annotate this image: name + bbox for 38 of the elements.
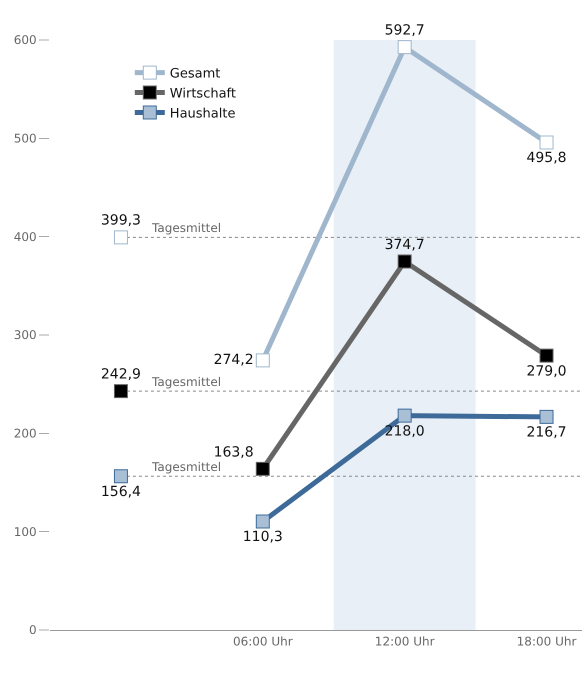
data-label: 218,0 xyxy=(384,423,425,440)
y-tick-label: 500 xyxy=(14,132,37,146)
point xyxy=(256,353,270,368)
point xyxy=(398,40,412,54)
ref-line-label: Tagesmittel xyxy=(151,460,222,474)
data-label: 216,7 xyxy=(526,424,567,441)
legend-label: Wirtschaft xyxy=(170,86,236,102)
data-label: 274,2 xyxy=(214,352,254,368)
data-label: 163,8 xyxy=(214,444,254,460)
point xyxy=(256,462,270,476)
point xyxy=(540,410,554,424)
data-label: 374,7 xyxy=(384,236,425,253)
point xyxy=(114,384,128,398)
data-label: 156,4 xyxy=(100,484,142,500)
data-label: 279,0 xyxy=(526,363,567,380)
data-label: 110,3 xyxy=(242,529,283,546)
y-tick-label: 400 xyxy=(14,230,37,244)
x-tick-label: 12:00 Uhr xyxy=(374,634,435,648)
point xyxy=(114,469,128,484)
data-label: 495,8 xyxy=(526,150,567,166)
legend-label: Haushalte xyxy=(170,106,236,122)
x-tick-label: 18:00 Uhr xyxy=(516,634,576,648)
ref-line-label: Tagesmittel xyxy=(151,221,222,235)
y-tick-label: 600 xyxy=(14,33,37,48)
legend-label: Gesamt xyxy=(170,66,220,82)
data-label: 592,7 xyxy=(384,22,425,39)
point xyxy=(256,514,270,529)
point xyxy=(398,408,412,423)
data-label: 242,9 xyxy=(100,366,141,383)
ref-line-label: Tagesmittel xyxy=(151,375,222,389)
y-tick-label: 0 xyxy=(28,623,37,638)
y-tick-label: 300 xyxy=(14,328,37,342)
y-tick-label: 100 xyxy=(14,524,37,539)
point xyxy=(398,254,412,269)
point xyxy=(540,348,554,363)
data-label: 399,3 xyxy=(100,212,141,229)
y-tick-label: 200 xyxy=(14,426,37,441)
x-tick-label: 06:00 Uhr xyxy=(232,634,293,648)
